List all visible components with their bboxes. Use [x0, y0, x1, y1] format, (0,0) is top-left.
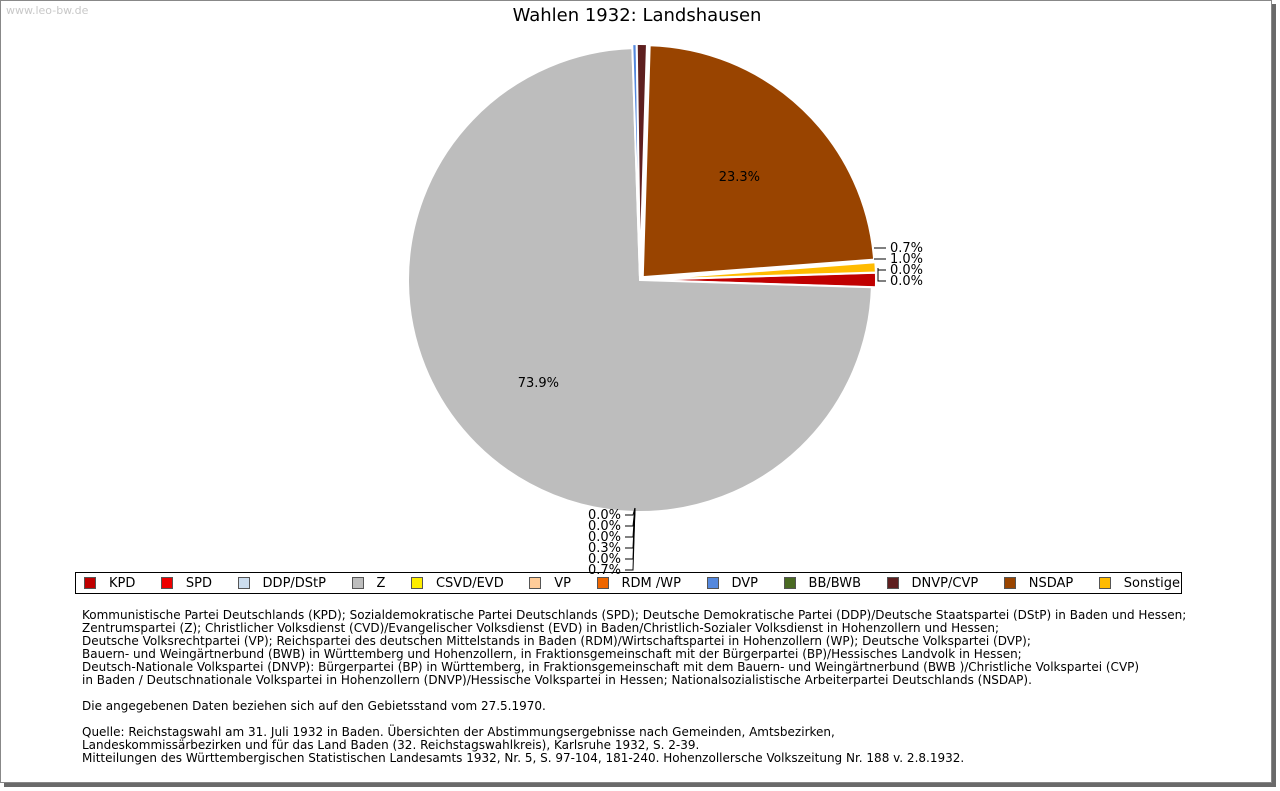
- leader-spd: [877, 268, 886, 271]
- data-label-vp: 0.0%: [588, 519, 621, 534]
- data-label-rdm-wp: 0.0%: [588, 530, 621, 545]
- source-line: Mitteilungen des Württembergischen Stati…: [82, 751, 965, 765]
- legend-item-ddp-dstp: DDP/DStP: [237, 575, 326, 591]
- data-label-nsdap: 23.3%: [719, 170, 760, 185]
- data-label-dvp: 0.3%: [588, 541, 621, 556]
- legend-label: KPD: [109, 575, 136, 591]
- legend-item-dvp: DVP: [706, 575, 759, 591]
- legend-swatch: [160, 577, 173, 589]
- legend-item-csvd-evd: CSVD/EVD: [410, 575, 504, 591]
- party-definition-line: Bauern- und Weingärtnerbund (BWB) in Wür…: [82, 647, 1022, 661]
- legend-swatch: [706, 577, 719, 589]
- pie-slice-z: [407, 47, 873, 513]
- party-definition-line: Deutsch-Nationale Volkspartei (DNVP): Bü…: [82, 660, 1140, 674]
- legend-swatch: [886, 577, 899, 589]
- legend-swatch: [783, 577, 796, 589]
- legend-swatch: [596, 577, 609, 589]
- legend-item-nsdap: NSDAP: [1003, 575, 1074, 591]
- pie-slice-nsdap: [641, 44, 876, 279]
- legend-swatch: [237, 577, 250, 589]
- legend-swatch: [529, 577, 542, 589]
- party-definition-line: in Baden / Deutschnationale Volkspartei …: [82, 673, 1032, 687]
- source-line: Landeskommissärbezirken und für das Land…: [82, 738, 700, 752]
- footnotes: Kommunistische Partei Deutschlands (KPD)…: [82, 609, 1192, 765]
- legend-swatch: [351, 577, 364, 589]
- party-definition-line: Deutsche Volksrechtpartei (VP); Reichspa…: [82, 634, 1031, 648]
- legend-swatch: [1098, 577, 1111, 589]
- data-label-z: 73.9%: [518, 376, 559, 391]
- legend-label: DVP: [731, 575, 759, 591]
- legend-item-bb-bwb: BB/BWB: [783, 575, 861, 591]
- territory-note: Die angegebenen Daten beziehen sich auf …: [82, 699, 546, 713]
- party-definition-line: Kommunistische Partei Deutschlands (KPD)…: [82, 608, 1187, 622]
- data-label-csvd-evd: 0.0%: [588, 508, 621, 523]
- data-label-dnvp-cvp: 0.7%: [588, 563, 621, 578]
- data-label-sonstige: 0.7%: [890, 241, 923, 256]
- legend-swatch: [1003, 577, 1016, 589]
- legend-label: RDM /WP: [621, 575, 681, 591]
- source-line: Quelle: Reichstagswahl am 31. Juli 1932 …: [82, 725, 835, 739]
- legend-item-z: Z: [351, 575, 386, 591]
- legend-swatch: [410, 577, 423, 589]
- data-label-kpd: 1.0%: [890, 252, 923, 267]
- data-label-bb-bwb: 0.0%: [588, 552, 621, 567]
- pie-slice-dnvp-cvp: [635, 43, 648, 277]
- leader-ddp-dstp: [877, 268, 886, 282]
- legend-item-kpd: KPD: [84, 576, 135, 591]
- legend-label: DNVP/CVP: [911, 575, 979, 591]
- legend-label: BB/BWB: [808, 575, 861, 591]
- legend-label: Sonstige: [1123, 575, 1180, 591]
- legend-item-dnvp-cvp: DNVP/CVP: [886, 575, 979, 591]
- legend-item-spd: SPD: [160, 575, 213, 591]
- legend-item-rdm-wp: RDM /WP: [596, 575, 681, 591]
- chart-title: Wahlen 1932: Landshausen: [513, 5, 762, 26]
- legend-label: NSDAP: [1028, 575, 1074, 591]
- watermark: www.leo-bw.de: [6, 4, 89, 17]
- legend-label: VP: [554, 575, 571, 591]
- data-label-ddp-dstp: 0.0%: [890, 274, 923, 289]
- legend-label: SPD: [185, 575, 213, 591]
- party-definitions: Kommunistische Partei Deutschlands (KPD)…: [82, 609, 1192, 687]
- legend-label: DDP/DStP: [262, 575, 326, 591]
- leader-dnvp-cvp: [625, 507, 636, 571]
- legend-label: CSVD/EVD: [435, 575, 504, 591]
- data-label-spd: 0.0%: [890, 263, 923, 278]
- legend-item-sonstige: Sonstige: [1098, 575, 1180, 591]
- legend-item-vp: VP: [529, 576, 571, 591]
- legend-swatch: [84, 577, 96, 589]
- legend: KPD SPD DDP/DStP Z CSVD/EVD VP RDM /WP DVP BB/BW…: [75, 572, 1182, 594]
- party-definition-line: Zentrumspartei (Z); Christlicher Volksdi…: [82, 621, 1000, 635]
- legend-label: Z: [376, 575, 386, 591]
- pie-slice-sonstige: [643, 261, 877, 281]
- source-note: Quelle: Reichstagswahl am 31. Juli 1932 …: [82, 726, 1192, 765]
- pie-chart: Wahlen 1932: Landshausen 73.9%23.3%0.7%1…: [407, 5, 923, 578]
